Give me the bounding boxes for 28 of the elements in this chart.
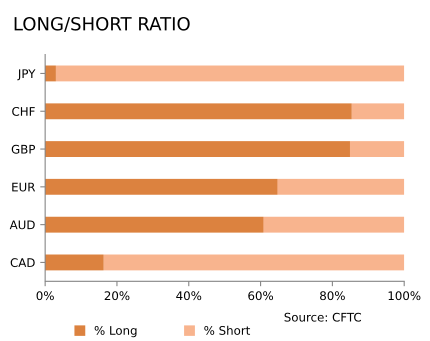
source-note: Source: CFTC [284, 312, 362, 322]
bar [45, 141, 350, 157]
y-tick-label: CHF [12, 106, 35, 116]
bar [277, 178, 404, 195]
x-tick-label: 100% [388, 291, 420, 300]
y-tick-label: AUD [10, 220, 35, 230]
bar [56, 66, 404, 82]
bar [45, 103, 352, 120]
legend-label: % Short [204, 326, 250, 335]
y-tick-label: GBP [12, 144, 36, 154]
legend-label: % Long [94, 326, 136, 338]
bar [350, 141, 404, 157]
bar [352, 103, 404, 120]
x-tick-label: 40% [176, 291, 202, 300]
x-tick-label: 60% [248, 291, 274, 300]
y-tick-label: JPY [17, 69, 36, 80]
y-tick-label: EUR [12, 182, 36, 192]
chart-title: LONG/SHORT RATIO [14, 16, 190, 32]
x-tick-label: 0% [36, 291, 54, 300]
bar [45, 216, 264, 233]
bar [104, 254, 404, 270]
bar [45, 178, 278, 195]
bar [45, 66, 56, 82]
x-tick-label: 80% [320, 291, 345, 300]
bar [45, 254, 104, 270]
x-tick-label: 20% [104, 291, 130, 300]
bar [263, 216, 404, 233]
y-tick-label: CAD [10, 258, 35, 268]
